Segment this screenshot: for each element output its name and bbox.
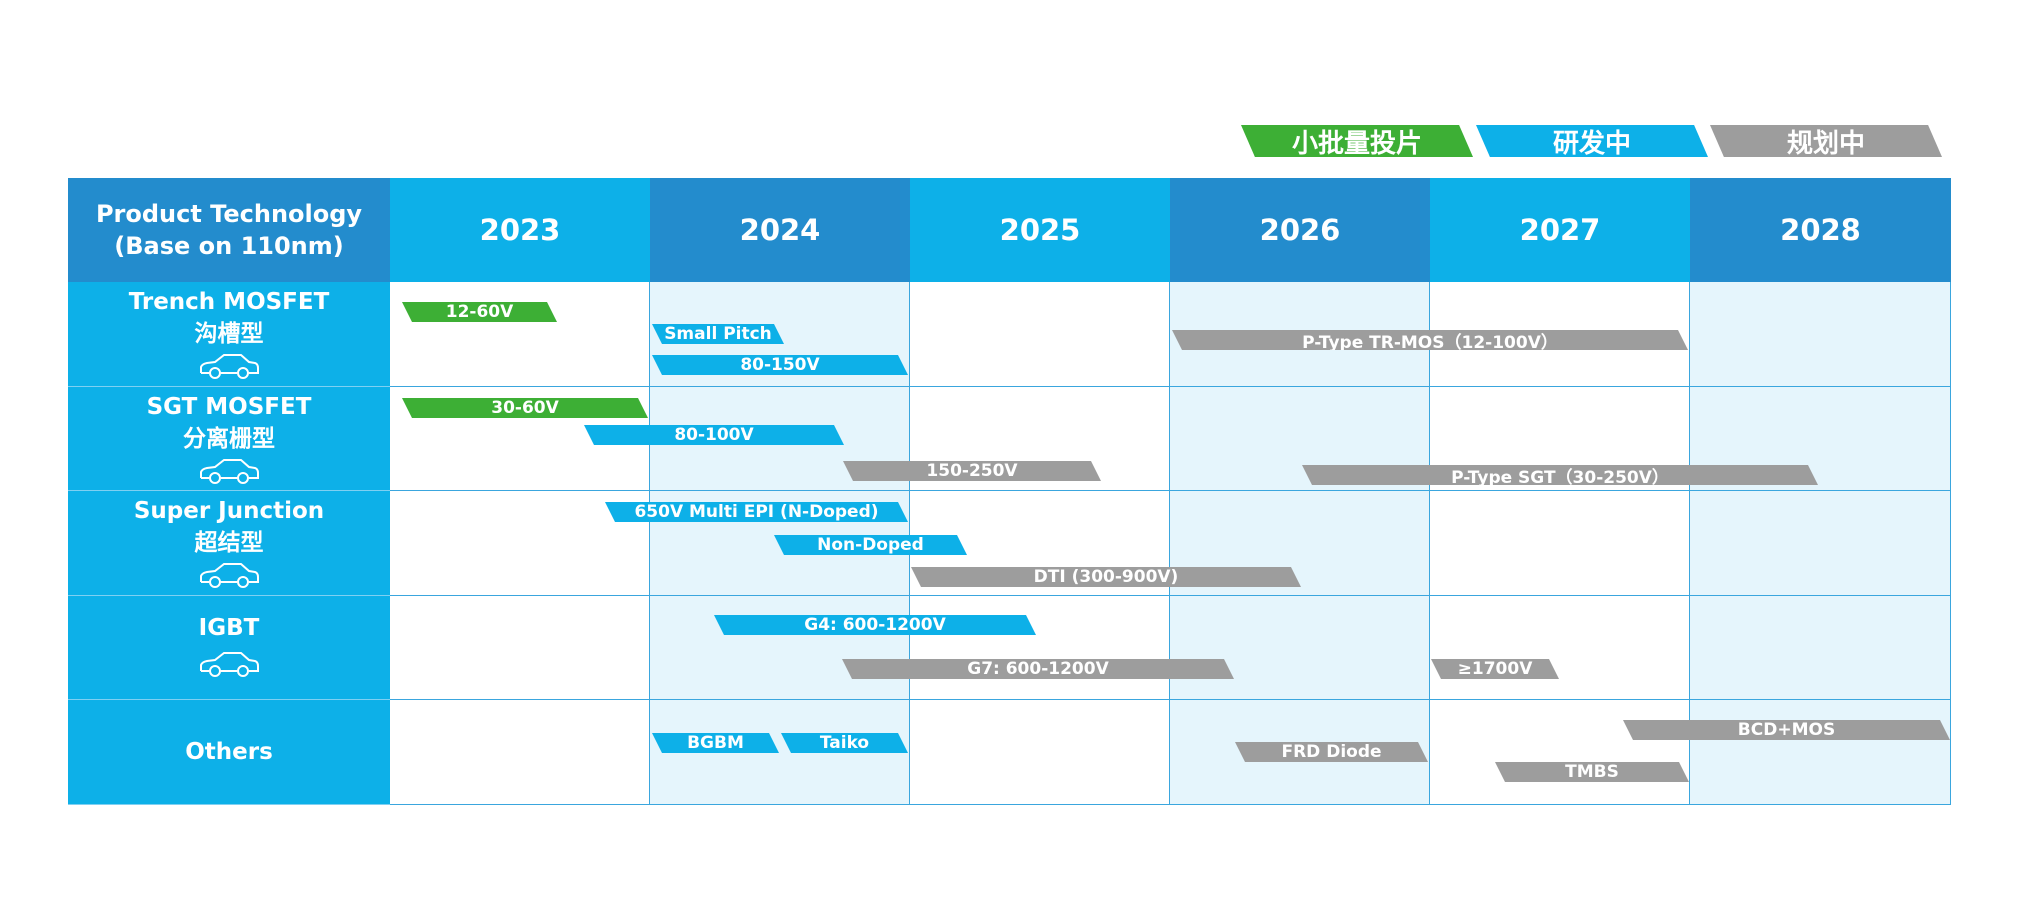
roadmap-bar: Small Pitch xyxy=(652,324,784,344)
row-header-trench-mosfet: Trench MOSFET 沟槽型 xyxy=(68,282,390,387)
grid-cell xyxy=(1690,700,1951,805)
roadmap-bar: G7: 600-1200V xyxy=(842,659,1234,679)
header-year-2027: 2027 xyxy=(1430,178,1690,282)
roadmap-bar: FRD Diode xyxy=(1235,742,1428,762)
header-year-2026: 2026 xyxy=(1170,178,1430,282)
car-icon xyxy=(200,652,259,677)
row-title-en: SGT MOSFET xyxy=(146,394,312,420)
row-title-en: Others xyxy=(185,739,273,765)
row-header-sgt-mosfet: SGT MOSFET 分离栅型 xyxy=(68,387,390,491)
grid-cell xyxy=(1430,491,1690,596)
row-title-cn: 分离栅型 xyxy=(183,426,275,452)
roadmap-bar: G4: 600-1200V xyxy=(714,615,1036,635)
car-icon xyxy=(200,459,259,484)
roadmap-bar: 80-150V xyxy=(652,355,908,375)
roadmap-bar: TMBS xyxy=(1495,762,1689,782)
row-header-igbt: IGBT xyxy=(68,596,390,700)
grid-cell xyxy=(1170,596,1430,700)
grid-cell xyxy=(910,282,1170,387)
grid-cell xyxy=(1690,596,1951,700)
row-title-cn: 沟槽型 xyxy=(194,321,264,347)
legend-item-in-development: 研发中 xyxy=(1476,125,1708,157)
grid-cell xyxy=(1690,282,1951,387)
header-year-2023: 2023 xyxy=(390,178,650,282)
grid-cell xyxy=(910,700,1170,805)
header-corner: Product Technology (Base on 110nm) xyxy=(68,178,390,282)
header-corner-line1: Product Technology xyxy=(95,200,363,228)
roadmap-bar: 30-60V xyxy=(402,398,648,418)
grid-cell xyxy=(390,700,650,805)
grid-cell xyxy=(390,491,650,596)
grid-cell xyxy=(390,282,650,387)
roadmap-bar: BCD+MOS xyxy=(1623,720,1950,740)
car-icon xyxy=(200,354,259,379)
grid-cell xyxy=(390,596,650,700)
row-title-cn: 超结型 xyxy=(194,530,264,556)
roadmap-bar: 12-60V xyxy=(402,302,557,322)
roadmap-bar: ≥1700V xyxy=(1431,659,1559,679)
legend-item-mass-production: 小批量投片 xyxy=(1241,125,1473,157)
roadmap-bar: P-Type SGT（30-250V） xyxy=(1302,465,1818,485)
row-header-super-junction: Super Junction 超结型 xyxy=(68,491,390,596)
grid-cell xyxy=(1430,700,1690,805)
roadmap-bar: BGBM xyxy=(652,733,779,753)
grid-cell xyxy=(910,596,1170,700)
grid-cell xyxy=(650,596,910,700)
header-year-2028: 2028 xyxy=(1690,178,1951,282)
car-icon xyxy=(200,563,259,588)
grid-cell xyxy=(1430,596,1690,700)
header-corner-line2: (Base on 110nm) xyxy=(114,232,344,260)
roadmap-bar: 150-250V xyxy=(843,461,1101,481)
roadmap-bar: 80-100V xyxy=(584,425,844,445)
roadmap-bar: 650V Multi EPI (N-Doped) xyxy=(605,502,908,522)
row-title-en: Super Junction xyxy=(133,498,325,524)
header-year-2025: 2025 xyxy=(910,178,1170,282)
roadmap-grid: Product Technology (Base on 110nm) 2023 … xyxy=(68,178,1951,805)
legend-item-planned: 规划中 xyxy=(1710,125,1942,157)
roadmap-bar: Non-Doped xyxy=(774,535,967,555)
grid-cell xyxy=(1690,491,1951,596)
row-header-others: Others xyxy=(68,700,390,805)
header-year-2024: 2024 xyxy=(650,178,910,282)
row-title-en: Trench MOSFET xyxy=(128,289,330,315)
roadmap-bar: Taiko xyxy=(781,733,908,753)
row-title-en: IGBT xyxy=(198,615,260,641)
roadmap-bar: DTI (300-900V) xyxy=(911,567,1301,587)
roadmap-bar: P-Type TR-MOS（12-100V） xyxy=(1172,330,1688,350)
